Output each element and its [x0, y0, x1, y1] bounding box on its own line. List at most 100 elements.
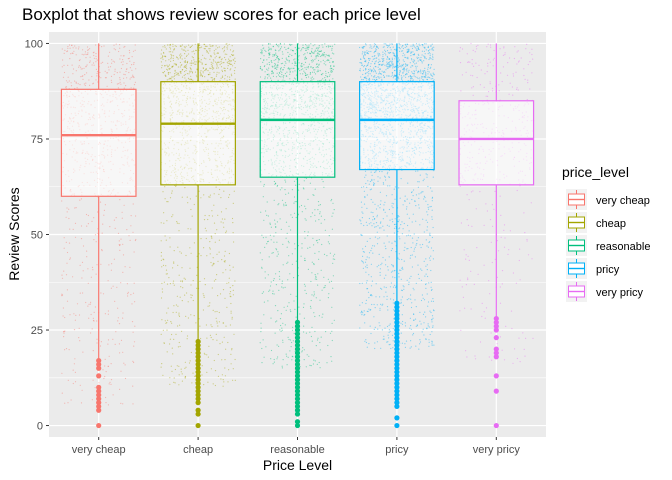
- jitter-point: [421, 50, 423, 52]
- jitter-point: [399, 342, 401, 344]
- jitter-point: [364, 261, 367, 263]
- jitter-point: [388, 66, 390, 68]
- jitter-point: [432, 176, 434, 178]
- jitter-point: [314, 49, 316, 51]
- jitter-point: [418, 48, 420, 51]
- jitter-point: [200, 238, 202, 240]
- jitter-point: [290, 214, 292, 216]
- jitter-point: [184, 70, 186, 73]
- jitter-point: [189, 70, 191, 72]
- jitter-point: [225, 59, 227, 61]
- jitter-point: [165, 322, 167, 324]
- jitter-point: [365, 68, 367, 70]
- jitter-point: [73, 313, 75, 315]
- jitter-point: [132, 403, 134, 405]
- jitter-point: [210, 235, 212, 237]
- jitter-point: [66, 289, 68, 291]
- jitter-point: [295, 216, 297, 219]
- jitter-point: [161, 291, 164, 293]
- jitter-point: [218, 72, 220, 74]
- jitter-point: [92, 82, 94, 84]
- jitter-point: [428, 326, 430, 328]
- jitter-point: [359, 304, 361, 306]
- jitter-point: [432, 258, 434, 260]
- jitter-point: [419, 174, 421, 176]
- jitter-point: [214, 53, 216, 55]
- jitter-point: [270, 317, 272, 319]
- jitter-point: [169, 246, 171, 248]
- jitter-point: [184, 187, 186, 189]
- jitter-point: [397, 216, 399, 218]
- jitter-point: [366, 52, 368, 54]
- jitter-point: [69, 257, 71, 259]
- jitter-point: [368, 308, 370, 310]
- jitter-point: [211, 45, 213, 47]
- jitter-point: [217, 52, 219, 54]
- jitter-point: [317, 69, 319, 71]
- jitter-point: [162, 71, 164, 74]
- jitter-point: [229, 264, 231, 266]
- jitter-point: [90, 276, 92, 278]
- jitter-point: [114, 70, 116, 72]
- jitter-point: [190, 79, 192, 81]
- jitter-point: [164, 74, 166, 76]
- jitter-point: [408, 283, 410, 286]
- jitter-point: [203, 384, 205, 386]
- jitter-point: [184, 375, 187, 378]
- jitter-point: [122, 317, 124, 319]
- jitter-point: [291, 62, 293, 64]
- jitter-point: [180, 252, 182, 254]
- jitter-point: [70, 399, 72, 401]
- jitter-point: [229, 63, 231, 65]
- jitter-point: [198, 318, 200, 320]
- jitter-point: [218, 321, 220, 323]
- jitter-point: [63, 336, 65, 338]
- jitter-point: [268, 67, 270, 69]
- jitter-point: [290, 49, 292, 51]
- jitter-point: [173, 49, 175, 51]
- jitter-point: [320, 336, 322, 338]
- jitter-point: [420, 268, 422, 270]
- jitter-point: [430, 78, 432, 80]
- jitter-point: [99, 201, 102, 203]
- jitter-point: [276, 45, 278, 47]
- jitter-point: [280, 324, 282, 327]
- jitter-point: [282, 79, 284, 81]
- jitter-point: [181, 55, 183, 57]
- jitter-point: [61, 277, 64, 279]
- jitter-point: [229, 78, 231, 81]
- jitter-point: [220, 61, 222, 63]
- jitter-point: [430, 311, 432, 314]
- jitter-point: [214, 77, 216, 80]
- jitter-point: [184, 57, 186, 59]
- jitter-point: [65, 216, 67, 218]
- jitter-point: [275, 213, 277, 215]
- jitter-point: [269, 54, 271, 56]
- jitter-point: [219, 56, 221, 58]
- jitter-point: [312, 67, 314, 69]
- jitter-point: [185, 66, 187, 68]
- jitter-point: [320, 269, 322, 271]
- jitter-point: [207, 381, 209, 383]
- jitter-point: [133, 282, 135, 284]
- jitter-point: [379, 68, 381, 70]
- jitter-point: [383, 335, 385, 337]
- jitter-point: [134, 49, 136, 51]
- jitter-point: [306, 46, 308, 49]
- jitter-point: [285, 59, 288, 61]
- jitter-point: [174, 70, 176, 72]
- jitter-point: [234, 379, 236, 381]
- jitter-point: [402, 45, 404, 47]
- jitter-point: [281, 329, 283, 331]
- jitter-point: [287, 279, 289, 281]
- jitter-point: [232, 59, 234, 61]
- jitter-point: [212, 339, 214, 341]
- jitter-point: [176, 57, 178, 59]
- jitter-point: [176, 365, 178, 367]
- jitter-point: [331, 215, 333, 217]
- jitter-point: [383, 58, 385, 60]
- jitter-point: [424, 46, 426, 48]
- jitter-point: [209, 58, 211, 60]
- jitter-point: [172, 43, 174, 46]
- jitter-point: [392, 67, 394, 69]
